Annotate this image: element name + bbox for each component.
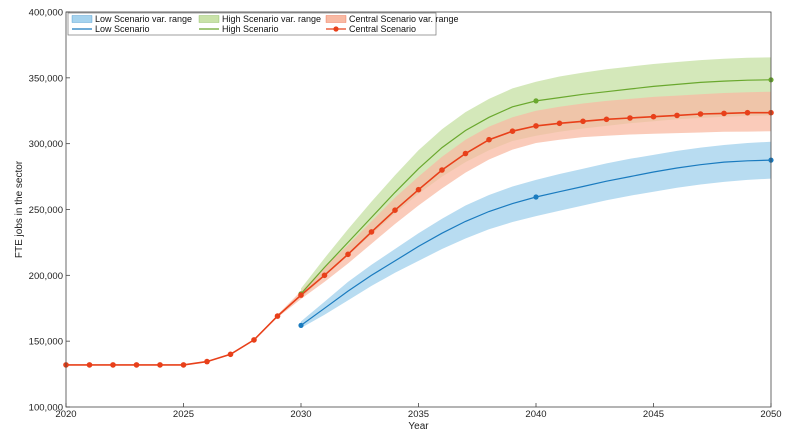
legend: Low Scenario var. range High Scenario var… (67, 12, 459, 36)
central-scenario-point (674, 112, 680, 119)
x-tick-label: 2040 (525, 409, 546, 420)
central-scenario-point (251, 337, 257, 343)
central-scenario-point (133, 362, 140, 368)
y-tick-label: 400,000 (29, 8, 63, 19)
high-scenario-point (533, 98, 539, 104)
central-scenario-point (533, 123, 539, 129)
y-tick-label: 150,000 (29, 337, 63, 348)
central-scenario-point (603, 116, 610, 123)
legend-label: High Scenario (222, 24, 279, 34)
central-scenario-point (509, 128, 516, 134)
x-axis-label: Year (408, 421, 429, 432)
central-scenario-point (345, 251, 351, 258)
y-axis-label: FTE jobs in the sector (14, 160, 25, 258)
y-tick-label: 200,000 (29, 271, 63, 282)
legend-swatch (198, 15, 220, 23)
central-scenario-point (86, 362, 93, 368)
central-scenario-point (627, 115, 633, 121)
central-scenario-point (462, 150, 469, 157)
central-scenario-point (227, 351, 234, 358)
x-axis: 2020 2025 2030 2035 2040 2045 2050 (55, 403, 782, 420)
central-scenario-point (368, 229, 375, 235)
x-tick-label: 2030 (290, 409, 311, 420)
y-tick-label: 350,000 (29, 73, 63, 84)
variation-bands (66, 57, 771, 365)
central-scenario-point (721, 110, 727, 117)
central-scenario-point (486, 136, 492, 143)
legend-label: High Scenario var. range (222, 14, 321, 24)
central-scenario-point (439, 167, 445, 173)
legend-entry-central-band: Central Scenario var. range (325, 14, 459, 24)
central-scenario-point (274, 313, 281, 319)
central-scenario-point (180, 362, 187, 368)
legend-label: Central Scenario var. range (349, 14, 459, 24)
legend-entry-high-band: High Scenario var. range (198, 14, 321, 24)
legend-entry-high-line: High Scenario (199, 24, 279, 34)
low-scenario-band (301, 141, 771, 328)
y-tick-label: 300,000 (29, 139, 63, 150)
central-scenario-point (392, 207, 398, 213)
low-scenario-point (533, 194, 539, 200)
legend-label: Central Scenario (349, 24, 416, 34)
x-tick-label: 2050 (760, 409, 781, 420)
legend-swatch (71, 15, 93, 23)
central-scenario-point (580, 118, 586, 125)
legend-label: Low Scenario (95, 24, 150, 34)
legend-entry-low-line: Low Scenario (72, 24, 150, 34)
x-tick-label: 2045 (643, 409, 664, 420)
central-scenario-point (744, 109, 751, 116)
central-scenario-band (66, 91, 771, 365)
y-tick-label: 250,000 (29, 205, 63, 216)
central-scenario-point (110, 362, 116, 368)
legend-label: Low Scenario var. range (95, 14, 192, 24)
central-scenario-point (298, 292, 304, 298)
x-tick-label: 2035 (408, 409, 429, 420)
central-scenario-point (204, 358, 210, 365)
central-scenario-point (415, 186, 422, 193)
legend-entry-central-marker: Central Scenario (326, 24, 416, 34)
central-scenario-point (556, 120, 563, 127)
legend-marker (333, 26, 339, 32)
legend-entry-low-band: Low Scenario var. range (71, 14, 192, 24)
legend-swatch (325, 15, 347, 23)
central-scenario-point (321, 272, 328, 279)
y-tick-label: 100,000 (29, 403, 63, 414)
x-tick-label: 2025 (173, 409, 194, 420)
low-scenario-point (298, 322, 304, 328)
central-scenario-point (697, 111, 704, 117)
central-scenario-point (650, 113, 657, 120)
central-scenario-point (157, 362, 163, 368)
x-tick-label: 2020 (55, 409, 76, 420)
y-axis: 100,000 150,000 200,000 250,000 300,000 350,0… (29, 8, 70, 414)
